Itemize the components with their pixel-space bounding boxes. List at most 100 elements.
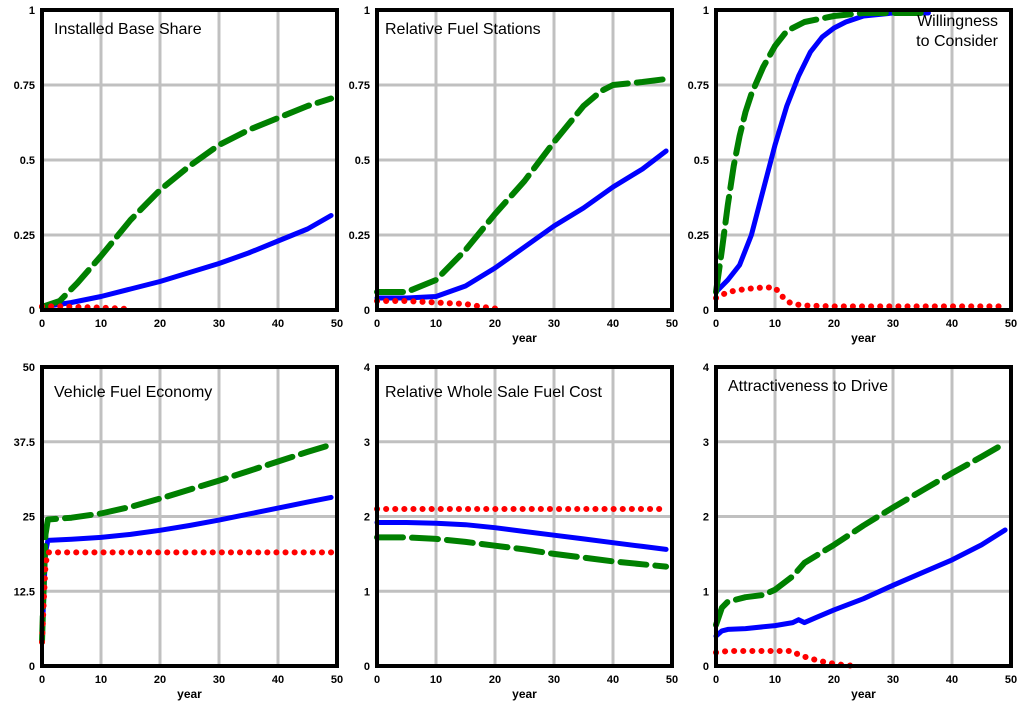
x-tick-label: 40 bbox=[946, 674, 958, 686]
plot-frame bbox=[714, 365, 1013, 668]
x-tick-label: 40 bbox=[272, 674, 284, 686]
y-tick-label: 0 bbox=[703, 305, 709, 317]
series-line-solid bbox=[713, 10, 931, 295]
panel-title: Willingness to Consider bbox=[916, 13, 998, 50]
x-tick-label: 10 bbox=[769, 674, 781, 686]
x-tick-label: 0 bbox=[374, 674, 380, 686]
x-tick-label: 40 bbox=[272, 318, 284, 330]
panel-title-line: Attractiveness to Drive bbox=[728, 378, 888, 395]
y-tick-label: 25 bbox=[23, 512, 35, 524]
panel-title: Relative Whole Sale Fuel Cost bbox=[385, 384, 603, 401]
x-tick-label: 0 bbox=[374, 318, 380, 330]
series-line-dotted bbox=[713, 648, 861, 669]
plot-frame bbox=[714, 8, 1013, 312]
x-axis-label: year bbox=[512, 687, 537, 701]
chart-panel-1: 0 10 20 30 40 50 0 0.25 0.5 0.75 1 Installed Base S… bbox=[14, 5, 344, 330]
panel-title-line: Relative Fuel Stations bbox=[385, 21, 541, 38]
x-tick-label: 50 bbox=[666, 318, 678, 330]
y-tick-label: 4 bbox=[703, 362, 710, 374]
x-axis-label: year bbox=[177, 687, 202, 701]
x-tick-label: 0 bbox=[39, 674, 45, 686]
y-tick-label: 1 bbox=[703, 586, 709, 598]
x-tick-label: 20 bbox=[828, 674, 840, 686]
series-line-dashed bbox=[39, 441, 335, 646]
y-tick-label: 0 bbox=[703, 661, 709, 673]
y-tick-label: 0.5 bbox=[355, 155, 370, 167]
chart-panel-3: 0 10 20 30 40 50 0 0.25 0.5 0.75 1 year Willingness t… bbox=[688, 5, 1018, 345]
y-tick-label: 0.25 bbox=[14, 230, 35, 242]
y-tick-label: 0.5 bbox=[20, 155, 35, 167]
x-tick-label: 30 bbox=[548, 674, 560, 686]
series-line-dotted bbox=[39, 549, 335, 646]
plot-frame bbox=[375, 365, 674, 668]
x-tick-label: 10 bbox=[430, 318, 442, 330]
y-tick-label: 0 bbox=[29, 305, 35, 317]
panel-title: Relative Fuel Stations bbox=[385, 21, 541, 38]
x-tick-label: 50 bbox=[1005, 674, 1017, 686]
y-tick-label: 0.75 bbox=[349, 80, 370, 92]
plot-frame bbox=[40, 365, 339, 668]
x-tick-label: 50 bbox=[1005, 318, 1017, 330]
x-tick-label: 50 bbox=[331, 318, 343, 330]
x-tick-label: 10 bbox=[769, 318, 781, 330]
x-tick-label: 40 bbox=[946, 318, 958, 330]
panel-title-line: Vehicle Fuel Economy bbox=[54, 384, 212, 401]
x-tick-label: 20 bbox=[154, 318, 166, 330]
panel-title-line: to Consider bbox=[916, 33, 998, 50]
series-line-solid bbox=[39, 494, 334, 645]
x-tick-label: 40 bbox=[607, 318, 619, 330]
x-tick-label: 50 bbox=[331, 674, 343, 686]
series-line-solid bbox=[374, 148, 669, 301]
x-tick-label: 20 bbox=[489, 318, 501, 330]
panel-title: Installed Base Share bbox=[54, 21, 202, 38]
panel-title-line: Installed Base Share bbox=[54, 21, 202, 38]
y-tick-label: 0 bbox=[364, 305, 370, 317]
y-tick-label: 0 bbox=[364, 661, 370, 673]
x-tick-label: 30 bbox=[213, 318, 225, 330]
y-tick-label: 2 bbox=[364, 512, 370, 524]
panel-title-line: Willingness bbox=[917, 13, 998, 30]
y-tick-label: 0.75 bbox=[688, 80, 709, 92]
plot-frame bbox=[375, 8, 674, 312]
y-tick-label: 3 bbox=[364, 437, 370, 449]
chart-panel-5: 0 10 20 30 40 50 0 1 2 3 4 year Relative Whole Sale … bbox=[364, 362, 678, 701]
y-tick-label: 3 bbox=[703, 437, 709, 449]
y-tick-label: 2 bbox=[703, 512, 709, 524]
y-tick-label: 4 bbox=[364, 362, 371, 374]
x-tick-label: 20 bbox=[154, 674, 166, 686]
series-line-solid bbox=[713, 527, 1008, 639]
x-tick-label: 50 bbox=[666, 674, 678, 686]
y-tick-label: 1 bbox=[703, 5, 709, 17]
y-tick-label: 1 bbox=[364, 5, 370, 17]
series-line-solid bbox=[39, 213, 334, 310]
y-tick-label: 0.75 bbox=[14, 80, 35, 92]
series-line-solid bbox=[374, 520, 669, 552]
x-tick-label: 10 bbox=[95, 674, 107, 686]
y-tick-label: 1 bbox=[29, 5, 35, 17]
y-tick-label: 12.5 bbox=[14, 586, 35, 598]
y-tick-label: 0 bbox=[29, 661, 35, 673]
y-tick-label: 0.25 bbox=[688, 230, 709, 242]
series-line-dashed bbox=[374, 76, 670, 295]
x-tick-label: 30 bbox=[887, 318, 899, 330]
series-line-dotted bbox=[374, 298, 498, 312]
x-tick-label: 0 bbox=[39, 318, 45, 330]
y-tick-label: 50 bbox=[23, 362, 35, 374]
series-line-dashed bbox=[713, 10, 926, 295]
x-tick-label: 0 bbox=[713, 674, 719, 686]
panel-title: Attractiveness to Drive bbox=[728, 378, 888, 395]
panel-title-line: Relative Whole Sale Fuel Cost bbox=[385, 384, 603, 401]
y-tick-label: 1 bbox=[364, 586, 370, 598]
x-tick-label: 30 bbox=[213, 674, 225, 686]
series-line-dashed bbox=[374, 534, 670, 570]
panel-title: Vehicle Fuel Economy bbox=[54, 384, 212, 401]
series-line-dotted bbox=[39, 303, 134, 313]
chart-panel-4: 0 10 20 30 40 50 0 12.5 25 37.5 50 year Vehicle Fuel… bbox=[14, 362, 344, 701]
plot-frame bbox=[40, 8, 339, 312]
y-tick-label: 0.25 bbox=[349, 230, 370, 242]
y-tick-label: 37.5 bbox=[14, 437, 35, 449]
series-line-dotted bbox=[713, 284, 1009, 310]
x-tick-label: 40 bbox=[607, 674, 619, 686]
x-axis-label: year bbox=[512, 331, 537, 345]
series-line-dashed bbox=[713, 440, 1009, 628]
